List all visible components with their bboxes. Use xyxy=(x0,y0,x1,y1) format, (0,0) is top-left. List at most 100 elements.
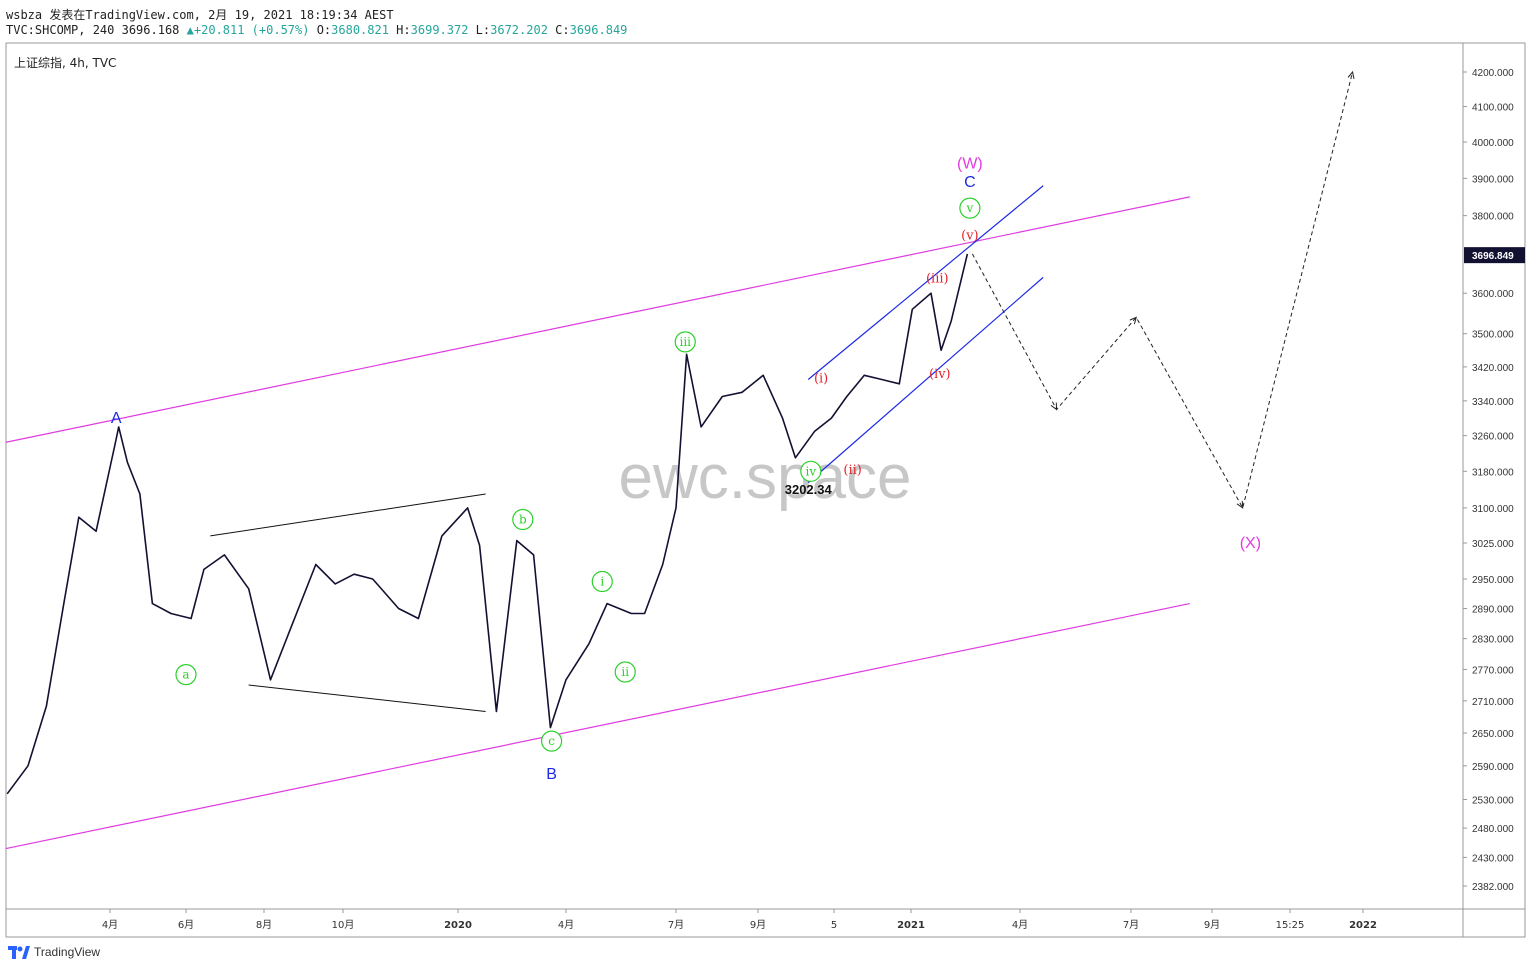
low-value: 3672.202 xyxy=(490,23,548,37)
y-tick-label: 2530.000 xyxy=(1472,795,1514,806)
x-tick-label: 10月 xyxy=(332,919,355,931)
y-tick-label: 2382.000 xyxy=(1472,882,1514,893)
wave-label: iv xyxy=(806,464,817,478)
y-tick-label: 2480.000 xyxy=(1472,824,1514,835)
x-tick-label: 7月 xyxy=(668,919,684,931)
y-tick-label: 2950.000 xyxy=(1472,575,1514,586)
wave-label-circle xyxy=(614,661,636,683)
y-tick-label: 3900.000 xyxy=(1472,174,1514,185)
wave-label: v xyxy=(965,201,973,215)
wave-label-circle xyxy=(175,664,197,686)
chart-frame xyxy=(5,42,1526,938)
x-tick-label: 9月 xyxy=(750,919,766,931)
wave-labels: AabcBiiiiiiivv(i)(ii)(iii)(iv)(v)C(W)(X)… xyxy=(111,156,1261,783)
wave-label-circle xyxy=(674,331,696,353)
y-tick-label: 3600.000 xyxy=(1472,289,1514,300)
price-line xyxy=(6,253,969,795)
tradingview-logo-icon xyxy=(8,945,30,959)
wave-label: a xyxy=(182,668,189,682)
wave-label-circle xyxy=(512,508,534,531)
close-value: 3696.849 xyxy=(569,23,628,37)
projection-line xyxy=(971,71,1354,510)
x-tick-label: 2021 xyxy=(897,920,925,931)
high-value: 3699.372 xyxy=(410,23,469,37)
x-tick-label: 2020 xyxy=(444,920,472,931)
chart-title: 上证综指, 4h, TVC xyxy=(14,56,117,70)
projection-arrowhead xyxy=(1347,70,1355,79)
triangle-upper-line xyxy=(210,493,486,537)
y-tick-label: 2710.000 xyxy=(1472,697,1514,708)
projection-arrowhead xyxy=(1236,500,1244,509)
blue-channel-lower xyxy=(807,276,1044,484)
wave-label: b xyxy=(519,512,527,526)
y-tick-label: 3025.000 xyxy=(1472,539,1514,550)
upper-channel-line xyxy=(5,196,1190,443)
y-tick-label: 2830.000 xyxy=(1472,635,1514,646)
wave-label-circle xyxy=(959,197,981,219)
y-tick-label: 3800.000 xyxy=(1472,212,1514,223)
x-tick-label: 2022 xyxy=(1349,920,1377,931)
trend-channels xyxy=(5,185,1190,850)
wave-label: ii xyxy=(621,665,629,679)
change-arrow-icon: ▲ xyxy=(186,23,194,37)
price-axis: 4200.000 4100.000 4000.000 3900.000 3800.000… xyxy=(1463,68,1525,893)
wave-label: (X) xyxy=(1240,535,1261,552)
wave-label: c xyxy=(548,734,555,748)
projection-arrowhead xyxy=(1050,402,1058,411)
wave-label: (iii) xyxy=(926,271,949,286)
open-value: 3680.821 xyxy=(331,23,389,37)
wave-label: B xyxy=(546,766,557,783)
price-series xyxy=(6,253,969,795)
time-axis: 4月 6月 8月 10月 2020 4月 7月 9月 5 2021 4月 7月 9月 15:25 2022 xyxy=(102,909,1377,931)
y-tick-label: 2650.000 xyxy=(1472,729,1514,740)
publish-info: wsbza 发表在TradingView.com, 2月 19, 2021 18… xyxy=(6,8,394,22)
x-tick-label: 8月 xyxy=(256,919,272,931)
y-tick-label: 3260.000 xyxy=(1472,432,1514,443)
x-tick-label: 4月 xyxy=(558,919,574,931)
wave-label: (W) xyxy=(957,156,983,173)
wave-label: A xyxy=(111,410,122,427)
footer-brand: TradingView xyxy=(34,945,101,959)
y-tick-label: 2590.000 xyxy=(1472,762,1514,773)
wave-label: C xyxy=(964,174,976,191)
projection-arrowhead xyxy=(1129,316,1137,325)
y-tick-label: 4000.000 xyxy=(1472,138,1514,149)
y-tick-label: 4200.000 xyxy=(1472,68,1514,79)
y-tick-label: 2770.000 xyxy=(1472,665,1514,676)
projection-path xyxy=(971,70,1355,510)
blue-channel-upper xyxy=(807,185,1044,380)
x-tick-label: 9月 xyxy=(1204,919,1220,931)
wave-label: (i) xyxy=(814,371,828,386)
y-tick-label: 3340.000 xyxy=(1472,397,1514,408)
x-tick-label: 15:25 xyxy=(1276,920,1305,931)
y-tick-label: 3100.000 xyxy=(1472,504,1514,515)
change-value: +20.811 (+0.57%) xyxy=(193,23,310,37)
y-tick-label: 3500.000 xyxy=(1472,330,1514,341)
wave-label-circle xyxy=(591,570,613,593)
last-price-tag: 3696.849 xyxy=(1472,251,1514,262)
lower-channel-line xyxy=(5,602,1190,850)
x-tick-label: 4月 xyxy=(1012,919,1028,931)
watermark: ewc.space xyxy=(619,443,912,512)
wave-label: i xyxy=(600,574,604,588)
x-tick-label: 4月 xyxy=(102,919,118,931)
y-tick-label: 4100.000 xyxy=(1472,103,1514,114)
wave-label-circle xyxy=(800,460,822,482)
x-tick-label: 7月 xyxy=(1123,919,1139,931)
x-tick-label: 5 xyxy=(831,920,837,931)
wave-label-circle xyxy=(540,730,563,752)
wave-label: iii xyxy=(680,335,692,349)
y-tick-label: 2890.000 xyxy=(1472,605,1514,616)
y-tick-label: 3420.000 xyxy=(1472,363,1514,374)
ohlc-header: TVC:SHCOMP, 240 3696.168 ▲+20.811 (+0.57… xyxy=(6,23,628,37)
tradingview-footer[interactable]: TradingView xyxy=(8,945,100,959)
x-tick-label: 6月 xyxy=(178,919,194,931)
wave-label: (iv) xyxy=(929,367,951,382)
y-tick-label: 3180.000 xyxy=(1472,467,1514,478)
wave-label: (ii) xyxy=(843,463,861,478)
last-price: 3696.168 xyxy=(121,23,180,37)
symbol-label: TVC:SHCOMP, 240 xyxy=(6,23,115,37)
triangle-lower-line xyxy=(248,684,486,712)
low-price-annotation: 3202.34 xyxy=(785,482,833,497)
